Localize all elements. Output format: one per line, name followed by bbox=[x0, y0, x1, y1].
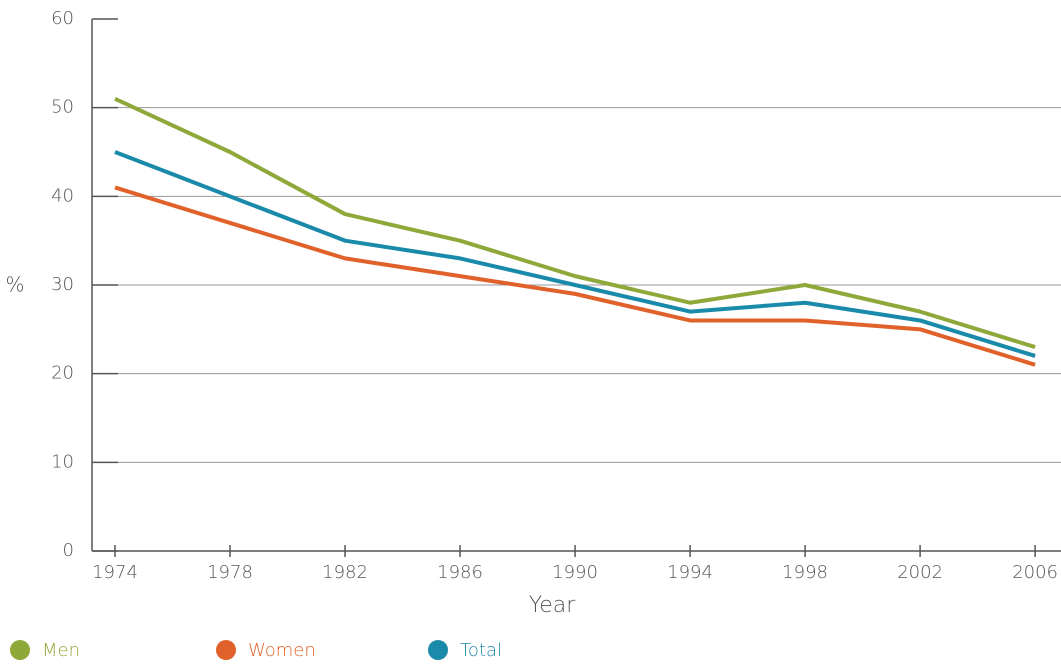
y-axis-label: % bbox=[5, 273, 24, 297]
y-tick-label: 0 bbox=[63, 540, 74, 561]
series-line bbox=[114, 96, 1036, 349]
x-tick-label: 1974 bbox=[92, 562, 138, 583]
series-line bbox=[114, 185, 1036, 367]
x-tick-label: 1990 bbox=[552, 562, 598, 583]
legend-marker bbox=[216, 640, 236, 660]
legend-label: Men bbox=[42, 640, 80, 661]
y-tick-label: 30 bbox=[51, 274, 74, 295]
x-tick-label: 1986 bbox=[437, 562, 483, 583]
legend-marker bbox=[10, 640, 30, 660]
x-tick-label: 2006 bbox=[1012, 562, 1058, 583]
legend-label: Women bbox=[248, 640, 316, 661]
x-tick-label: 1982 bbox=[322, 562, 368, 583]
x-axis-label: Year bbox=[529, 593, 577, 618]
x-tick-label: 1978 bbox=[207, 562, 253, 583]
legend-marker bbox=[428, 640, 448, 660]
series-line bbox=[114, 150, 1036, 358]
x-tick-label: 1998 bbox=[782, 562, 828, 583]
y-tick-label: 40 bbox=[51, 185, 74, 206]
x-tick-label: 1994 bbox=[667, 562, 713, 583]
legend-label: Total bbox=[460, 640, 502, 661]
y-tick-label: 10 bbox=[51, 451, 74, 472]
y-tick-label: 20 bbox=[51, 363, 74, 384]
y-tick-label: 60 bbox=[51, 8, 74, 29]
x-tick-label: 2002 bbox=[897, 562, 943, 583]
y-tick-label: 50 bbox=[51, 97, 74, 118]
